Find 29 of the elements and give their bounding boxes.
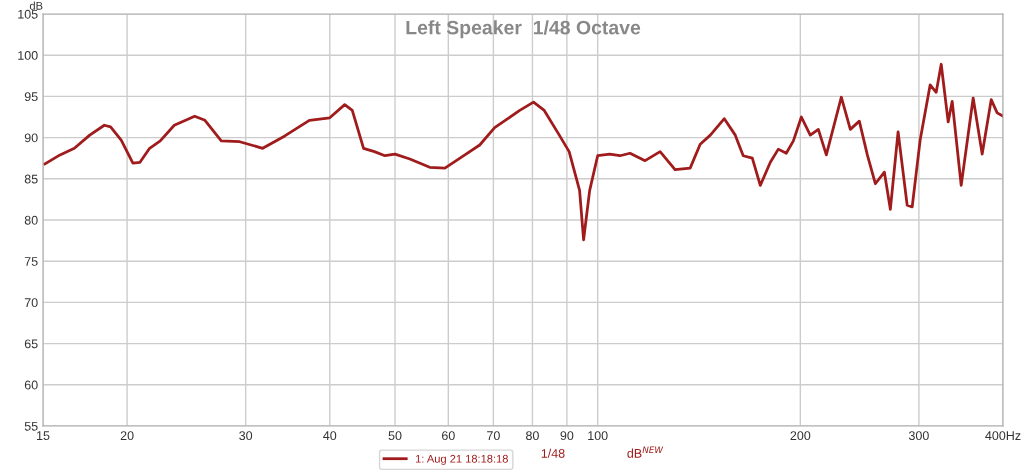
x-tick-label: 200 — [790, 431, 811, 441]
x-tick-label: 15 — [37, 431, 50, 441]
x-tick-label: 20 — [120, 431, 134, 441]
x-tick-label: 400Hz — [985, 431, 1021, 441]
y-tick-label: 85 — [24, 174, 38, 184]
y-tick-label: 60 — [24, 380, 38, 390]
y-tick-label: 70 — [24, 298, 38, 308]
x-tick-label: 100 — [588, 431, 608, 441]
y-tick-label: 105 — [18, 9, 38, 19]
y-axis-title: dB — [29, 1, 43, 10]
y-tick-label: 100 — [18, 51, 38, 60]
y-tick-label: 55 — [24, 421, 38, 431]
x-tick-label: 70 — [487, 431, 500, 441]
y-tick-label: 75 — [24, 257, 38, 266]
x-tick-label: 90 — [560, 431, 574, 441]
y-tick-label: 80 — [24, 215, 38, 225]
x-tick-label: 50 — [388, 431, 402, 441]
x-tick-label: 80 — [526, 431, 539, 441]
chart-title: Left Speaker 1/48 Octave — [406, 20, 641, 39]
x-tick-label: 300 — [908, 431, 929, 441]
y-tick-label: 65 — [24, 339, 38, 349]
y-tick-label: 90 — [24, 133, 38, 143]
x-tick-label: 40 — [323, 431, 337, 441]
x-tick-label: 30 — [239, 431, 253, 441]
text: dB$^{NEW}$ — [627, 446, 664, 458]
x-tick-label: 60 — [442, 431, 455, 441]
text: 1/48 — [541, 448, 565, 458]
y-tick-label: 95 — [24, 92, 38, 102]
legend-label: 1: Aug 21 18:18:18 — [415, 454, 508, 465]
